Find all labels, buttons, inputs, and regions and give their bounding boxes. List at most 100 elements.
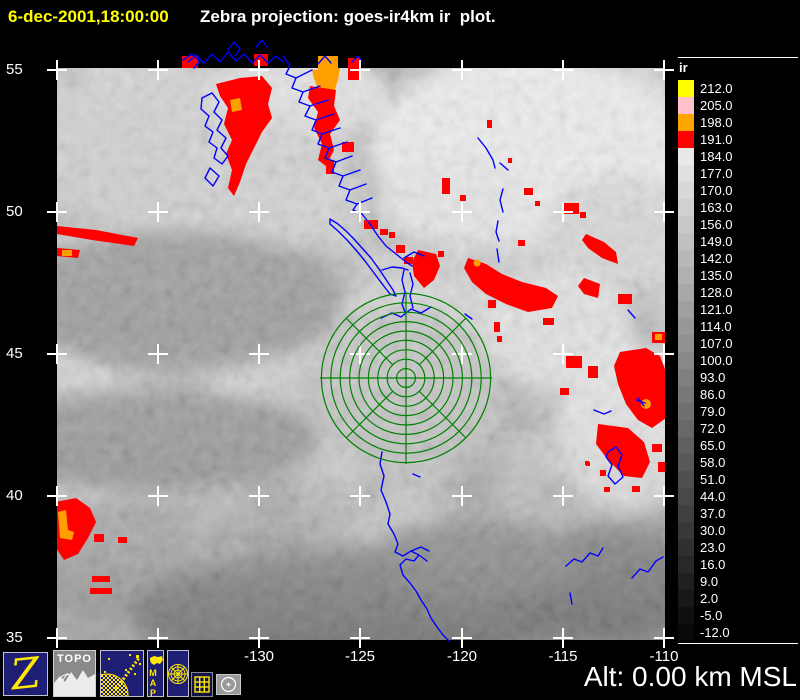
colorbar-entry: 191.0 bbox=[678, 131, 733, 148]
colorbar-entry: 2.0 bbox=[678, 590, 733, 607]
colorbar-entry: 205.0 bbox=[678, 97, 733, 114]
usa-map-icon bbox=[150, 656, 163, 665]
colorbar-swatch bbox=[678, 505, 694, 522]
colorbar-entry: -5.0 bbox=[678, 607, 733, 624]
colorbar-entry: 142.0 bbox=[678, 250, 733, 267]
colorbar-entry: 51.0 bbox=[678, 471, 733, 488]
colorbar-swatch bbox=[678, 369, 694, 386]
colorbar-top-rule bbox=[678, 57, 798, 58]
target-circle-icon bbox=[220, 676, 237, 693]
colorbar-swatch bbox=[678, 114, 694, 131]
grid-button[interactable] bbox=[191, 672, 213, 697]
colorbar-entry: 212.0 bbox=[678, 80, 733, 97]
colorbar-swatch bbox=[678, 488, 694, 505]
colorbar-value: 149.0 bbox=[700, 234, 733, 249]
lat-tick-label: 40 bbox=[6, 487, 23, 504]
colorbar-value: 177.0 bbox=[700, 166, 733, 181]
colorbar-entry: 163.0 bbox=[678, 199, 733, 216]
colorbar-value: 142.0 bbox=[700, 251, 733, 266]
target-button[interactable] bbox=[216, 674, 241, 695]
lat-tick-label: 35 bbox=[6, 629, 23, 646]
colorbar-bottom-rule bbox=[678, 643, 798, 644]
colorbar-swatch bbox=[678, 624, 694, 641]
colorbar-swatch bbox=[678, 573, 694, 590]
colorbar-entry: 184.0 bbox=[678, 148, 733, 165]
colorbar-value: 212.0 bbox=[700, 81, 733, 96]
colorbar-value: 72.0 bbox=[700, 421, 726, 436]
graticule-crosses bbox=[47, 60, 674, 648]
colorbar-swatch bbox=[678, 131, 694, 148]
colorbar-value: 16.0 bbox=[700, 557, 726, 572]
colorbar-value: 86.0 bbox=[700, 387, 726, 402]
zebra-logo-button[interactable]: Z bbox=[3, 647, 48, 700]
colorbar-swatch bbox=[678, 352, 694, 369]
colorbar-entry: 79.0 bbox=[678, 403, 733, 420]
colorbar-entry: 198.0 bbox=[678, 114, 733, 131]
map-button[interactable]: MAP bbox=[147, 650, 164, 698]
colorbar-swatch bbox=[678, 318, 694, 335]
colorbar-value: 51.0 bbox=[700, 472, 726, 487]
colorbar-entry: 37.0 bbox=[678, 505, 733, 522]
colorbar-entry: 93.0 bbox=[678, 369, 733, 386]
coastline-overlay bbox=[182, 39, 664, 642]
colorbar-value: 128.0 bbox=[700, 285, 733, 300]
lat-tick-label: 45 bbox=[6, 345, 23, 362]
colorbar-swatch bbox=[678, 182, 694, 199]
colorbar-value: -12.0 bbox=[700, 625, 730, 640]
colorbar: ir 212.0 205.0 198.0 191.0 184.0 177.0 170.0 16… bbox=[678, 60, 733, 641]
colorbar-value: 23.0 bbox=[700, 540, 726, 555]
colorbar-title: ir bbox=[679, 60, 688, 75]
colorbar-swatch bbox=[678, 301, 694, 318]
colorbar-value: -5.0 bbox=[700, 608, 723, 623]
colorbar-entry: 121.0 bbox=[678, 301, 733, 318]
colorbar-entry: 107.0 bbox=[678, 335, 733, 352]
colorbar-entry: 149.0 bbox=[678, 233, 733, 250]
satellite-button[interactable] bbox=[100, 650, 144, 697]
map-label: MAP bbox=[148, 668, 158, 698]
colorbar-value: 107.0 bbox=[700, 336, 733, 351]
timestamp: 6-dec-2001,18:00:00 bbox=[8, 7, 169, 26]
colorbar-value: 135.0 bbox=[700, 268, 733, 283]
colorbar-entry: 44.0 bbox=[678, 488, 733, 505]
range-rings-button[interactable] bbox=[167, 650, 189, 697]
colorbar-swatch bbox=[678, 420, 694, 437]
colorbar-swatch bbox=[678, 386, 694, 403]
ir-image-layer bbox=[57, 68, 665, 640]
lon-tick-label: -130 bbox=[243, 648, 275, 665]
colorbar-entry: 58.0 bbox=[678, 454, 733, 471]
topo-button[interactable]: TOPO bbox=[53, 650, 96, 697]
colorbar-swatch bbox=[678, 97, 694, 114]
page-title: Zebra projection: goes-ir4km ir plot. bbox=[200, 7, 496, 26]
zebra-z-icon: Z bbox=[8, 647, 43, 700]
colorbar-swatch bbox=[678, 590, 694, 607]
lon-tick-label: -110 bbox=[649, 648, 679, 665]
colorbar-swatch bbox=[678, 335, 694, 352]
lon-tick-label: -120 bbox=[446, 648, 478, 665]
colorbar-entry: 65.0 bbox=[678, 437, 733, 454]
ir-hot-regions bbox=[57, 68, 665, 594]
colorbar-value: 100.0 bbox=[700, 353, 733, 368]
colorbar-value: 65.0 bbox=[700, 438, 726, 453]
colorbar-value: 114.0 bbox=[700, 319, 732, 334]
colorbar-swatch bbox=[678, 539, 694, 556]
colorbar-entry: 23.0 bbox=[678, 539, 733, 556]
colorbar-swatch bbox=[678, 437, 694, 454]
colorbar-entry: 100.0 bbox=[678, 352, 733, 369]
colorbar-swatch bbox=[678, 471, 694, 488]
colorbar-value: 170.0 bbox=[700, 183, 733, 198]
colorbar-swatch bbox=[678, 250, 694, 267]
lat-tick-label: 55 bbox=[6, 61, 23, 78]
colorbar-entry: -12.0 bbox=[678, 624, 733, 641]
colorbar-swatch bbox=[678, 216, 694, 233]
colorbar-entry: 156.0 bbox=[678, 216, 733, 233]
colorbar-swatch bbox=[678, 284, 694, 301]
satellite-comet-icon bbox=[101, 654, 141, 696]
colorbar-entry: 9.0 bbox=[678, 573, 733, 590]
colorbar-swatch bbox=[678, 199, 694, 216]
colorbar-swatch bbox=[678, 165, 694, 182]
colorbar-entry: 30.0 bbox=[678, 522, 733, 539]
ir-hot-top-edge bbox=[182, 54, 360, 70]
colorbar-value: 58.0 bbox=[700, 455, 726, 470]
lat-tick-label: 50 bbox=[6, 203, 23, 220]
